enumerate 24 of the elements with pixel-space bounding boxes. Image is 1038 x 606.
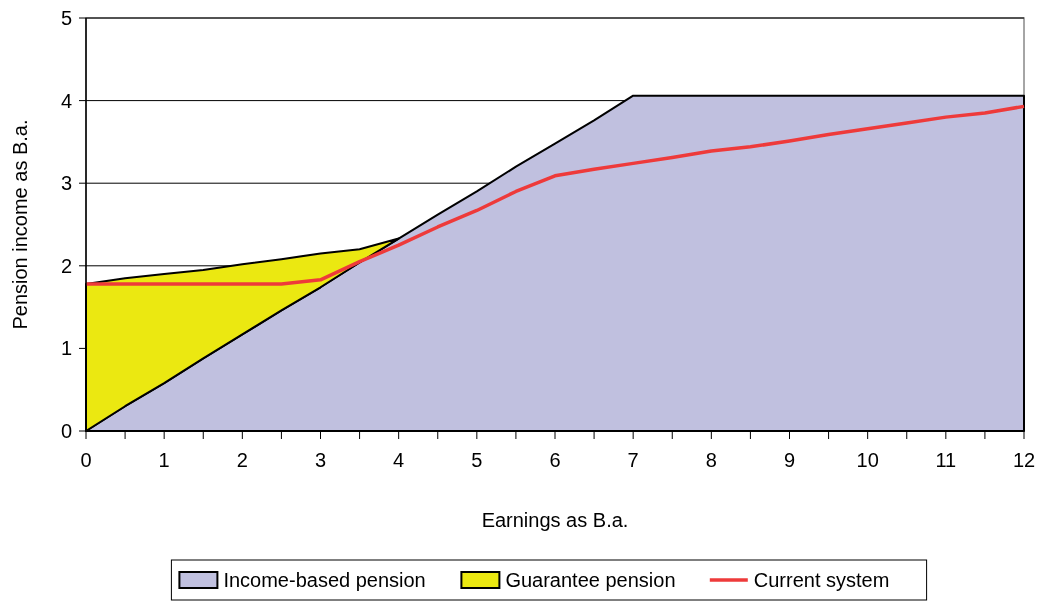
y-tick-label: 4 <box>60 89 72 112</box>
x-axis-title: Earnings as B.a. <box>481 509 629 531</box>
x-tick-label: 8 <box>705 449 717 471</box>
x-tick-label: 1 <box>158 449 170 471</box>
y-tick-label: 0 <box>60 420 72 442</box>
y-tick-label: 1 <box>60 337 72 360</box>
x-tick-label: 4 <box>393 449 405 471</box>
legend-label: Guarantee pension <box>505 569 676 591</box>
x-tick-label: 7 <box>627 449 639 471</box>
y-tick-label: 2 <box>60 254 72 277</box>
x-tick-label: 12 <box>1012 449 1036 471</box>
x-tick-label: 0 <box>80 449 92 471</box>
x-tick-label: 11 <box>935 449 957 471</box>
x-tick-label: 5 <box>471 449 483 471</box>
y-tick-label: 5 <box>60 7 72 29</box>
x-tick-label: 6 <box>549 449 561 471</box>
x-tick-label: 9 <box>783 449 796 471</box>
x-tick-label: 10 <box>856 449 879 471</box>
legend-label: Current system <box>753 569 890 591</box>
legend-label: Income-based pension <box>223 569 426 591</box>
y-tick-label: 3 <box>60 172 72 195</box>
x-tick-label: 3 <box>314 449 327 471</box>
x-tick-label: 2 <box>236 449 248 471</box>
y-axis-title: Pension income as B.a. <box>9 119 31 330</box>
